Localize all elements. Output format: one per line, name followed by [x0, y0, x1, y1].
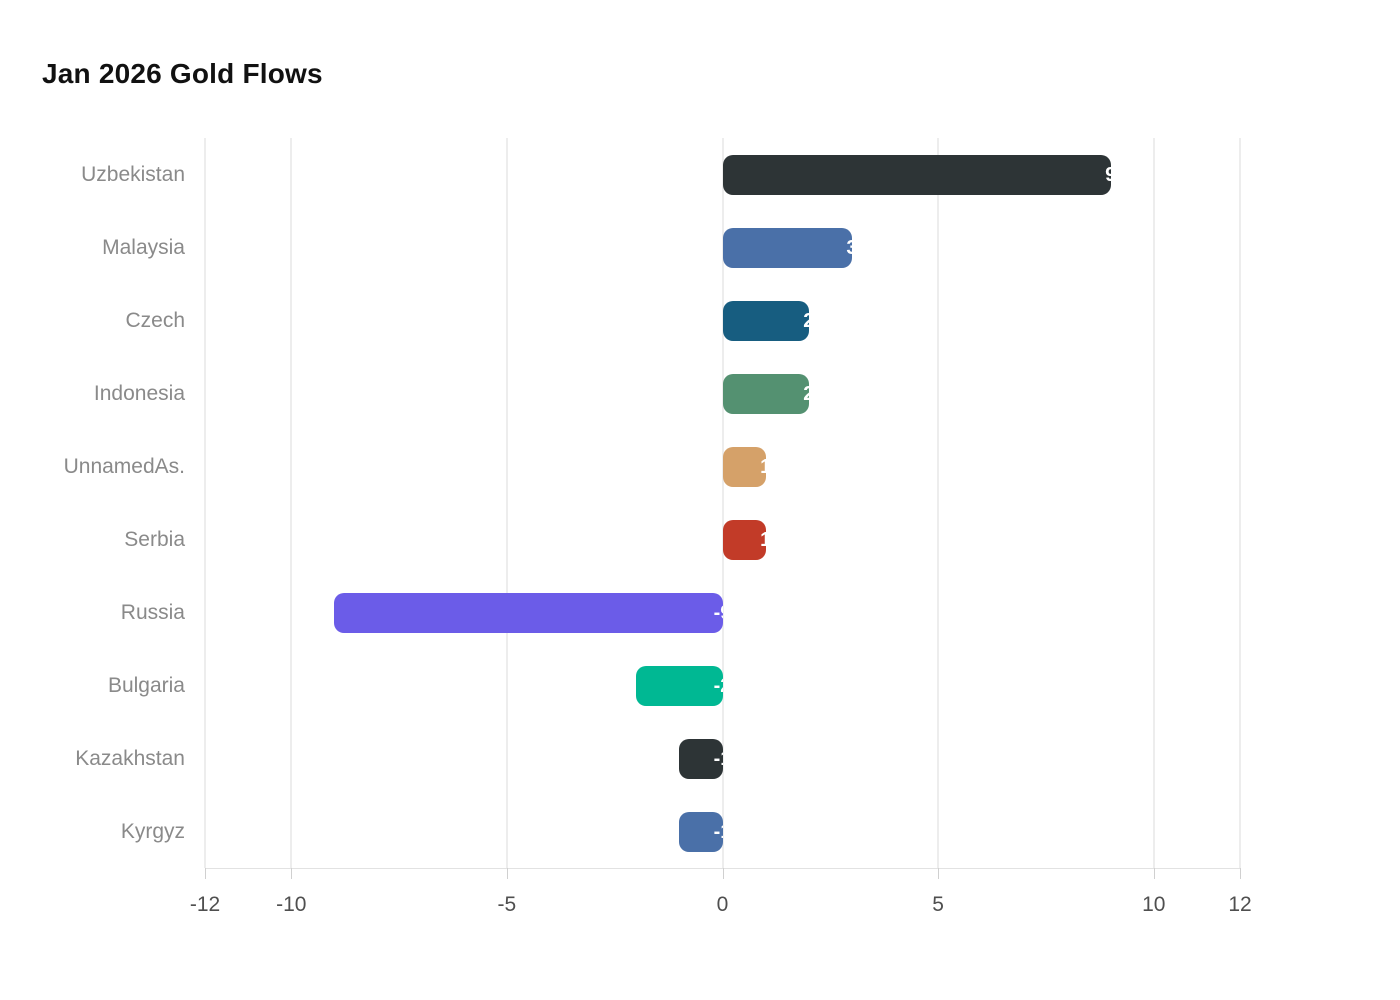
- x-axis-tick-mark: [205, 868, 206, 879]
- gridline: [1239, 138, 1241, 868]
- bar-russia[interactable]: -9: [334, 592, 723, 633]
- bar-uzbekistan[interactable]: 9: [722, 154, 1111, 195]
- y-axis-label: UnnamedAs.: [63, 455, 185, 478]
- chart-title: Jan 2026 Gold Flows: [42, 58, 323, 89]
- bar-value-label: 1: [760, 520, 766, 560]
- y-axis-label: Malaysia: [102, 236, 185, 259]
- bar-value-label: 9: [1105, 155, 1111, 195]
- bar-serbia[interactable]: 1: [722, 519, 766, 560]
- gridline: [937, 138, 940, 868]
- y-axis-label: Bulgaria: [107, 674, 185, 697]
- bar-value-label: -9: [713, 601, 723, 624]
- gridline: [505, 138, 508, 868]
- bar-value-label: 1: [760, 447, 766, 487]
- bar-kyrgyz[interactable]: -1: [679, 811, 723, 852]
- gridline: [204, 138, 206, 868]
- y-axis-label: Kazakhstan: [75, 747, 185, 770]
- bar-indonesia[interactable]: 2: [722, 373, 809, 414]
- gridline: [290, 138, 293, 868]
- bar-malaysia[interactable]: 3: [722, 227, 852, 268]
- x-axis-tick-label: 10: [1142, 893, 1166, 916]
- y-axis-label: Kyrgyz: [120, 820, 185, 843]
- bar-kazakhstan[interactable]: -1: [679, 738, 723, 779]
- bar-value-label: 3: [846, 228, 852, 268]
- x-axis-tick-mark: [1240, 868, 1241, 879]
- plot-area: 932211-9-2-1-1: [204, 138, 1241, 868]
- gridline: [721, 138, 724, 868]
- x-axis-tick-label: 0: [716, 893, 729, 916]
- x-axis-tick-label: -10: [276, 893, 307, 916]
- bar-bulgaria[interactable]: -2: [636, 665, 723, 706]
- x-axis-tick-label: -5: [497, 893, 517, 916]
- y-axis-label: Serbia: [124, 528, 185, 551]
- bar-value-label: 2: [803, 374, 809, 414]
- bar-czech[interactable]: 2: [722, 300, 809, 341]
- bar-value-label: -2: [713, 674, 723, 697]
- x-axis-tick-mark: [1153, 868, 1155, 879]
- x-axis-tick-label: -12: [189, 893, 221, 916]
- x-axis-tick-label: 5: [932, 893, 944, 916]
- bar-value-label: -1: [713, 747, 723, 770]
- y-axis-label: Uzbekistan: [81, 163, 185, 186]
- x-axis-tick-mark: [938, 868, 940, 879]
- x-axis-tick-mark: [506, 868, 508, 879]
- bar-unnamedas[interactable]: 1: [722, 446, 766, 487]
- x-axis-tick-mark: [291, 868, 293, 879]
- y-axis-label: Czech: [125, 309, 185, 332]
- y-axis-label: Indonesia: [93, 382, 185, 405]
- bar-value-label: -1: [713, 820, 723, 843]
- gridline: [1152, 138, 1155, 868]
- x-axis-tick-mark: [722, 868, 724, 879]
- bar-value-label: 2: [803, 301, 809, 341]
- y-axis-label: Russia: [120, 601, 185, 624]
- x-axis-tick-label: 12: [1228, 893, 1252, 916]
